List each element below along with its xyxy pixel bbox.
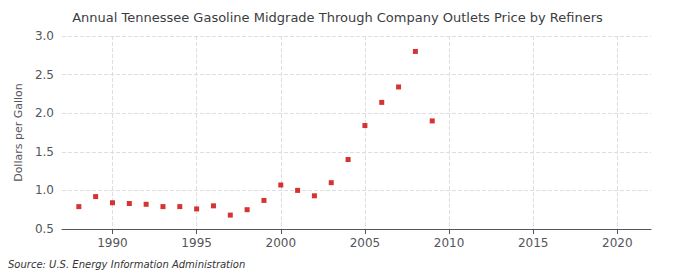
svg-text:1990: 1990	[97, 236, 128, 250]
svg-text:Source: U.S. Energy Informatio: Source: U.S. Energy Information Administ…	[8, 259, 245, 270]
svg-text:3.0: 3.0	[35, 29, 54, 43]
svg-text:2.0: 2.0	[35, 106, 54, 120]
svg-text:2000: 2000	[265, 236, 296, 250]
svg-text:1995: 1995	[181, 236, 212, 250]
svg-text:2.5: 2.5	[35, 68, 54, 82]
svg-text:Annual Tennessee Gasoline Midg: Annual Tennessee Gasoline Midgrade Throu…	[72, 10, 603, 25]
svg-text:1.5: 1.5	[35, 145, 54, 159]
svg-text:0.5: 0.5	[35, 222, 54, 236]
svg-text:1.0: 1.0	[35, 183, 54, 197]
svg-text:2015: 2015	[518, 236, 549, 250]
svg-text:Dollars per Gallon: Dollars per Gallon	[12, 83, 25, 182]
svg-text:2020: 2020	[602, 236, 633, 250]
svg-text:2010: 2010	[434, 236, 465, 250]
svg-text:2005: 2005	[350, 236, 381, 250]
